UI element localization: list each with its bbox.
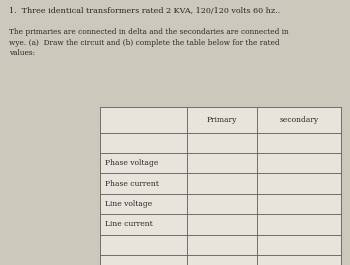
Text: Phase current: Phase current: [105, 179, 159, 188]
Text: Line voltage: Line voltage: [105, 200, 152, 208]
Text: Phase voltage: Phase voltage: [105, 159, 158, 167]
Text: Primary: Primary: [207, 116, 237, 124]
Text: 1.  Three identical transformers rated 2 KVA, 120/120 volts 60 hz..: 1. Three identical transformers rated 2 …: [9, 7, 280, 15]
Text: The primaries are connected in delta and the secondaries are connected in
wye. (: The primaries are connected in delta and…: [9, 28, 288, 57]
Text: Line current: Line current: [105, 220, 153, 228]
Text: secondary: secondary: [280, 116, 319, 124]
